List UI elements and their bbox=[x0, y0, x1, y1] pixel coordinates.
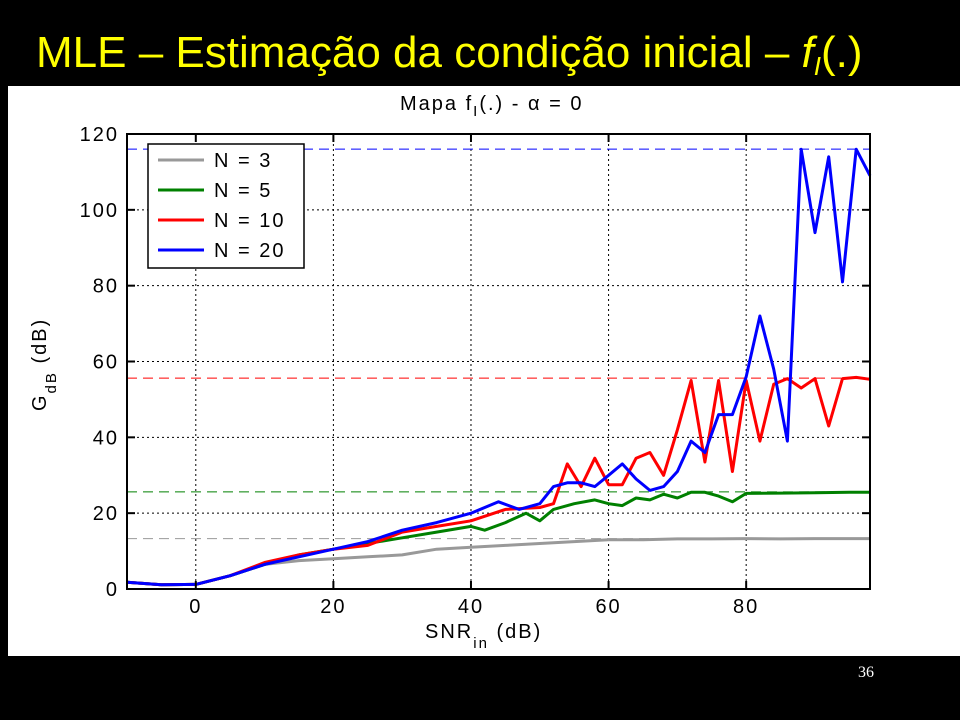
y-tick-label: 0 bbox=[106, 579, 119, 601]
legend-label-n-5: N = 5 bbox=[214, 180, 272, 202]
x-tick-label: 0 bbox=[189, 596, 202, 618]
slide-title-prefix: MLE – Estimação da condição inicial – bbox=[36, 28, 802, 77]
legend: N = 3 N = 5 N = 10 N = 20 bbox=[147, 143, 305, 269]
chart-title: Mapa fI(.) - α = 0 bbox=[400, 93, 583, 120]
y-tick-label: 120 bbox=[80, 124, 119, 146]
y-tick-label: 60 bbox=[93, 352, 119, 374]
y-axis-label: GdB (dB) bbox=[29, 318, 60, 411]
x-tick-label: 80 bbox=[733, 596, 759, 618]
axis-ticks: 0 20 40 60 80 0 20 40 60 80 100 120 bbox=[80, 124, 870, 618]
legend-label-n-10: N = 10 bbox=[214, 210, 285, 232]
reference-lines bbox=[127, 148, 870, 540]
x-axis-label: SNRin (dB) bbox=[425, 621, 542, 652]
slide-title: MLE – Estimação da condição inicial – fI… bbox=[36, 28, 863, 91]
y-tick-label: 20 bbox=[93, 503, 119, 525]
slide-title-subscript: I bbox=[813, 51, 821, 81]
y-tick-label: 80 bbox=[93, 276, 119, 298]
slide-number: 36 bbox=[858, 664, 874, 681]
slide-title-suffix: (.) bbox=[820, 28, 863, 77]
chart: Mapa fI(.) - α = 0 0 20 40 60 80 0 20 40 60 80 100… bbox=[29, 93, 872, 652]
legend-box bbox=[147, 143, 305, 269]
x-tick-label: 60 bbox=[595, 596, 621, 618]
slide-title-f: f bbox=[801, 28, 814, 77]
legend-label-n-3: N = 3 bbox=[214, 150, 272, 172]
x-tick-label: 40 bbox=[458, 596, 484, 618]
series-line-n-20 bbox=[126, 147, 872, 587]
y-tick-label: 40 bbox=[93, 427, 119, 449]
legend-label-n-20: N = 20 bbox=[214, 240, 285, 262]
series-lines bbox=[126, 147, 872, 587]
y-tick-label: 100 bbox=[80, 200, 119, 222]
figure-panel: Mapa fI(.) - α = 0 0 20 40 60 80 0 20 40 60 80 100… bbox=[8, 86, 960, 656]
x-tick-label: 20 bbox=[320, 596, 346, 618]
